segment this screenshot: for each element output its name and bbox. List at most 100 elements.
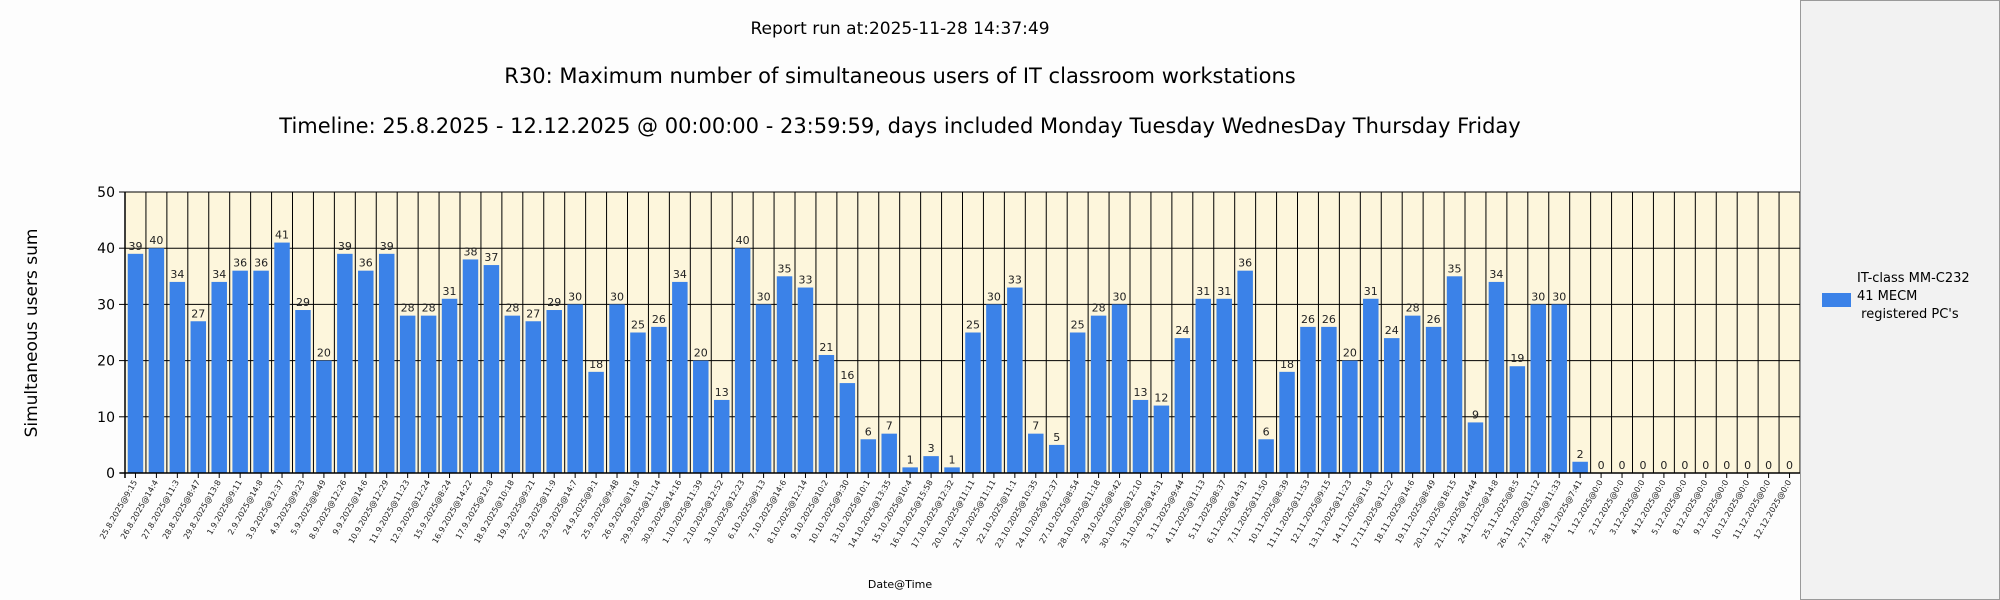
- bar-value-label: 18: [589, 358, 603, 371]
- bar: [253, 270, 269, 473]
- bar-value-label: 19: [1510, 352, 1524, 365]
- bar-value-label: 31: [443, 285, 457, 298]
- bar-value-label: 33: [798, 274, 812, 287]
- bar-value-label: 5: [1053, 431, 1060, 444]
- bar: [1467, 422, 1484, 473]
- legend-panel: IT-class MM-C232 41 MECM registered PC's: [1800, 0, 2000, 600]
- bar: [567, 304, 583, 473]
- bar: [818, 354, 835, 473]
- bar-value-label: 34: [673, 268, 687, 281]
- bar: [1383, 338, 1400, 473]
- bar: [588, 371, 604, 473]
- bar: [1216, 298, 1232, 473]
- bar-value-label: 28: [1406, 302, 1420, 315]
- bar-value-label: 0: [1619, 459, 1626, 472]
- bar-value-label: 30: [1531, 290, 1545, 303]
- bar: [504, 315, 521, 473]
- bar-value-label: 30: [987, 290, 1001, 303]
- bar-value-label: 0: [1660, 459, 1667, 472]
- bar-value-label: 26: [652, 313, 666, 326]
- bar-value-label: 27: [191, 307, 205, 320]
- bar: [965, 332, 981, 473]
- bar: [1028, 433, 1044, 473]
- chart-area: Report run at:2025-11-28 14:37:49 R30: M…: [22, 19, 1800, 591]
- bar: [1279, 371, 1295, 473]
- bar: [483, 265, 500, 473]
- bar-value-label: 2: [1577, 448, 1584, 461]
- bar-value-label: 0: [1681, 459, 1688, 472]
- bar: [839, 383, 856, 473]
- bar-value-label: 36: [359, 257, 373, 270]
- bar: [672, 281, 688, 473]
- chart-title: R30: Maximum number of simultaneous user…: [504, 64, 1296, 88]
- bar-value-label: 31: [1217, 285, 1231, 298]
- bar-value-label: 28: [401, 302, 415, 315]
- bar-value-label: 30: [568, 290, 582, 303]
- bar: [378, 253, 395, 473]
- bar-value-label: 27: [526, 307, 540, 320]
- bar-value-label: 29: [547, 296, 561, 309]
- bar: [1488, 281, 1505, 473]
- bar-value-label: 28: [505, 302, 519, 315]
- bar: [1446, 276, 1463, 473]
- bar: [1363, 298, 1379, 473]
- bar-value-label: 0: [1598, 459, 1605, 472]
- bar: [609, 304, 625, 473]
- bar-value-label: 34: [212, 268, 226, 281]
- bar: [1321, 326, 1337, 473]
- bar: [525, 321, 542, 473]
- bar-value-label: 12: [1154, 392, 1168, 405]
- bar-value-label: 39: [380, 240, 394, 253]
- bar-value-label: 24: [1385, 324, 1399, 337]
- bar: [1342, 360, 1358, 473]
- bar: [358, 270, 374, 473]
- bar-value-label: 16: [840, 369, 854, 382]
- bar-value-label: 37: [484, 251, 498, 264]
- bar: [1551, 304, 1567, 473]
- bar-value-label: 25: [1071, 319, 1085, 332]
- bar-value-label: 34: [170, 268, 184, 281]
- bar: [1174, 338, 1191, 473]
- bar-value-label: 13: [1133, 386, 1147, 399]
- bar: [1132, 399, 1149, 473]
- bar-value-label: 26: [1322, 313, 1336, 326]
- bar-value-label: 3: [928, 442, 935, 455]
- bar-value-label: 40: [736, 234, 750, 247]
- bar-value-label: 0: [1786, 459, 1793, 472]
- bar: [295, 310, 311, 473]
- bar: [923, 456, 939, 473]
- bar: [1048, 444, 1065, 473]
- bar-value-label: 29: [296, 296, 310, 309]
- bar: [630, 332, 646, 473]
- bar-value-label: 25: [966, 319, 980, 332]
- bar: [441, 298, 458, 473]
- bar: [1153, 405, 1170, 473]
- chart-subtitle: Timeline: 25.8.2025 - 12.12.2025 @ 00:00…: [279, 114, 1521, 138]
- bar-value-label: 34: [1489, 268, 1503, 281]
- bar: [797, 287, 814, 473]
- y-tick-label: 30: [97, 297, 115, 313]
- bar-value-label: 21: [819, 341, 833, 354]
- report-run-timestamp: Report run at:2025-11-28 14:37:49: [750, 19, 1050, 39]
- bar-value-label: 28: [422, 302, 436, 315]
- bar-value-label: 20: [1343, 347, 1357, 360]
- bar: [211, 281, 227, 473]
- x-axis-label: Date@Time: [867, 578, 933, 591]
- bar: [776, 276, 793, 473]
- bar: [169, 281, 186, 473]
- bar-value-label: 30: [1113, 290, 1127, 303]
- x-tick-label: 25.8.2025@9:15: [98, 479, 139, 541]
- legend-series-name: IT-class MM-C232 41 MECM registered PC's: [1857, 271, 1970, 322]
- bar-value-label: 39: [338, 240, 352, 253]
- bar-value-label: 1: [949, 453, 956, 466]
- y-tick-label: 0: [106, 466, 115, 482]
- bar: [986, 304, 1002, 473]
- bar-value-label: 35: [778, 262, 792, 275]
- bar-value-label: 28: [1092, 302, 1106, 315]
- bar-value-label: 24: [1175, 324, 1189, 337]
- bar-value-label: 41: [275, 229, 289, 242]
- bar: [651, 326, 667, 473]
- bar-value-label: 31: [1196, 285, 1210, 298]
- bar: [1069, 332, 1086, 473]
- legend-swatch: [1822, 293, 1851, 307]
